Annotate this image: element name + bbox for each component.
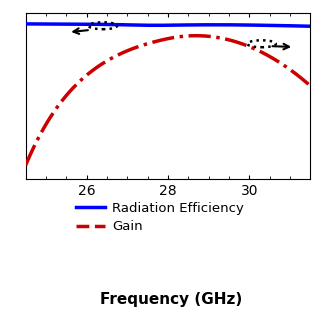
Text: Frequency (GHz): Frequency (GHz): [100, 292, 242, 307]
Legend: Radiation Efficiency, Gain: Radiation Efficiency, Gain: [71, 197, 249, 238]
